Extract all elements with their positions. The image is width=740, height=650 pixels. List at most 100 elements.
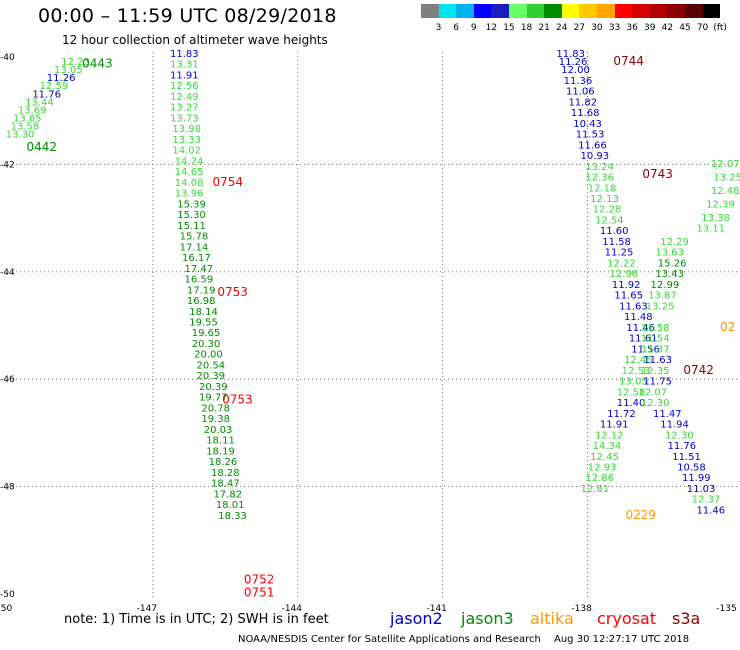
wave-height-label: 11.91 (170, 70, 199, 81)
wave-height-label: 11.83 (170, 49, 199, 60)
wave-height-label: 12.13 (590, 194, 619, 205)
scale-swatch (702, 4, 721, 18)
pass-time-label: 0742 (683, 363, 714, 377)
wave-height-label: 11.76 (667, 441, 696, 452)
wave-height-label: 11.36 (564, 76, 593, 87)
scale-swatch (544, 4, 562, 18)
map-axes: -150 -147 -144 -141 -138 -135 -40 -42 -44 -46 -48 -… (0, 53, 737, 614)
wave-height-label: 11.46 (696, 505, 725, 516)
wave-height-label: 11.68 (571, 108, 600, 119)
wave-height-label: 15.78 (180, 232, 209, 243)
scale-label: 24 (556, 23, 568, 33)
scale-swatch (649, 4, 668, 18)
wave-height-label: 12.81 (581, 484, 610, 495)
wave-height-label: 12.45 (590, 452, 619, 463)
wave-height-label: 19.38 (201, 414, 230, 425)
wave-height-label: 11.60 (600, 226, 629, 237)
scale-label: 70 (696, 23, 709, 33)
wave-height-label: 11.61 (629, 334, 658, 345)
scale-label: 42 (661, 23, 674, 33)
map-subtitle: 12 hour collection of altimeter wave hei… (62, 33, 328, 47)
wave-height-label: 12.99 (651, 280, 680, 291)
wave-height-label: 18.26 (209, 457, 238, 468)
map-grid (8, 52, 740, 598)
wave-height-label: 12.45 (624, 355, 653, 366)
scale-swatch (561, 4, 580, 18)
wave-height-label: 13.73 (170, 113, 199, 124)
wave-height-label: 11.56 (631, 344, 660, 355)
wave-height-label: 20.54 (197, 360, 226, 371)
wave-height-label: 11.76 (32, 89, 61, 100)
wave-height-label: 15.11 (177, 221, 206, 232)
lat-tick-label: -40 (0, 53, 15, 63)
footer-note: note: 1) Time is in UTC; 2) SWH is in fe… (64, 612, 329, 627)
wave-height-label: 13.85 (13, 113, 42, 124)
scale-label: 30 (591, 23, 603, 33)
pass-time-label: 0753 (217, 285, 248, 299)
wave-height-label: 10.58 (677, 462, 706, 473)
generated-timestamp: Aug 30 12:27:17 UTC 2018 (554, 634, 690, 645)
wave-height-label: 11.40 (617, 398, 646, 409)
wave-height-label: 11.53 (576, 130, 605, 141)
scale-label: 6 (453, 23, 459, 33)
wave-height-label: 11.47 (653, 409, 682, 420)
wave-height-label: 17.14 (180, 242, 209, 253)
wave-height-label: 15.39 (177, 199, 206, 210)
scale-label: 3 (435, 23, 442, 33)
wave-height-label: 12.07 (638, 387, 667, 398)
wave-height-label: 17.47 (184, 264, 213, 275)
pass-time-label: 0743 (642, 167, 673, 181)
scale-label: 45 (679, 23, 691, 33)
wave-height-label: 13.30 (6, 130, 35, 141)
wave-height-label: 13.58 (11, 121, 40, 132)
wave-height-label: 13.33 (172, 135, 201, 146)
wave-height-label: 12.59 (40, 81, 69, 92)
wave-height-label: 18.01 (216, 500, 245, 511)
wave-height-label: 18.11 (206, 436, 235, 447)
wave-height-label: 12.07 (711, 159, 740, 170)
scale-swatch (509, 4, 527, 18)
wave-height-label: 12.30 (665, 430, 694, 441)
wave-height-label: 12.29 (660, 237, 689, 248)
wave-height-label: 12.37 (692, 495, 721, 506)
scale-swatch (491, 4, 509, 18)
wave-height-label: 12.39 (706, 199, 735, 210)
wave-height-label: 13.25 (646, 301, 675, 312)
scale-swatch (438, 4, 457, 18)
satellite-tracks: 12.2313.0511.2612.5911.7613.4413.6913.85… (6, 49, 740, 522)
wave-height-label: 13.87 (648, 291, 677, 302)
wave-height-label: 12.48 (711, 186, 740, 197)
wave-height-label: 12.35 (641, 366, 670, 377)
lon-tick-label: -138 (571, 604, 592, 614)
wave-height-label: 15.26 (658, 258, 687, 269)
lon-tick-label: -147 (137, 604, 157, 614)
legend-s3a: s3a (672, 609, 701, 628)
legend-jason2: jason2 (390, 609, 443, 628)
wave-height-label: 13.31 (170, 60, 199, 71)
wave-height-label: 11.06 (566, 87, 595, 98)
wave-height-label: 19.65 (192, 328, 221, 339)
wave-height-label: 18.28 (211, 468, 240, 479)
wave-height-label: 11.48 (624, 312, 653, 323)
scale-label: (ft) (713, 23, 727, 33)
wave-height-label: 11.83 (556, 49, 585, 60)
wave-height-label: 12.12 (595, 430, 624, 441)
wave-height-label: 13.63 (655, 248, 684, 259)
wave-height-label: 12.58 (617, 387, 646, 398)
pass-time-label: 0751 (244, 586, 275, 600)
wave-height-label: 11.72 (607, 409, 636, 420)
wave-height-label: 15.30 (177, 210, 206, 221)
wave-height-label: 13.38 (701, 213, 730, 224)
wave-height-label: 12.22 (607, 258, 636, 269)
wave-height-label: 17.82 (213, 489, 242, 500)
scale-label: 12 (485, 23, 498, 33)
scale-label: 27 (573, 23, 586, 33)
wave-height-label: 17.19 (187, 285, 216, 296)
lat-tick-label: -42 (0, 160, 15, 170)
lon-tick-label: -150 (0, 604, 12, 614)
wave-height-label: 11.92 (612, 280, 641, 291)
wave-height-label: 20.03 (204, 425, 233, 436)
wave-height-label: 12.49 (170, 92, 199, 103)
scale-swatch (632, 4, 650, 18)
